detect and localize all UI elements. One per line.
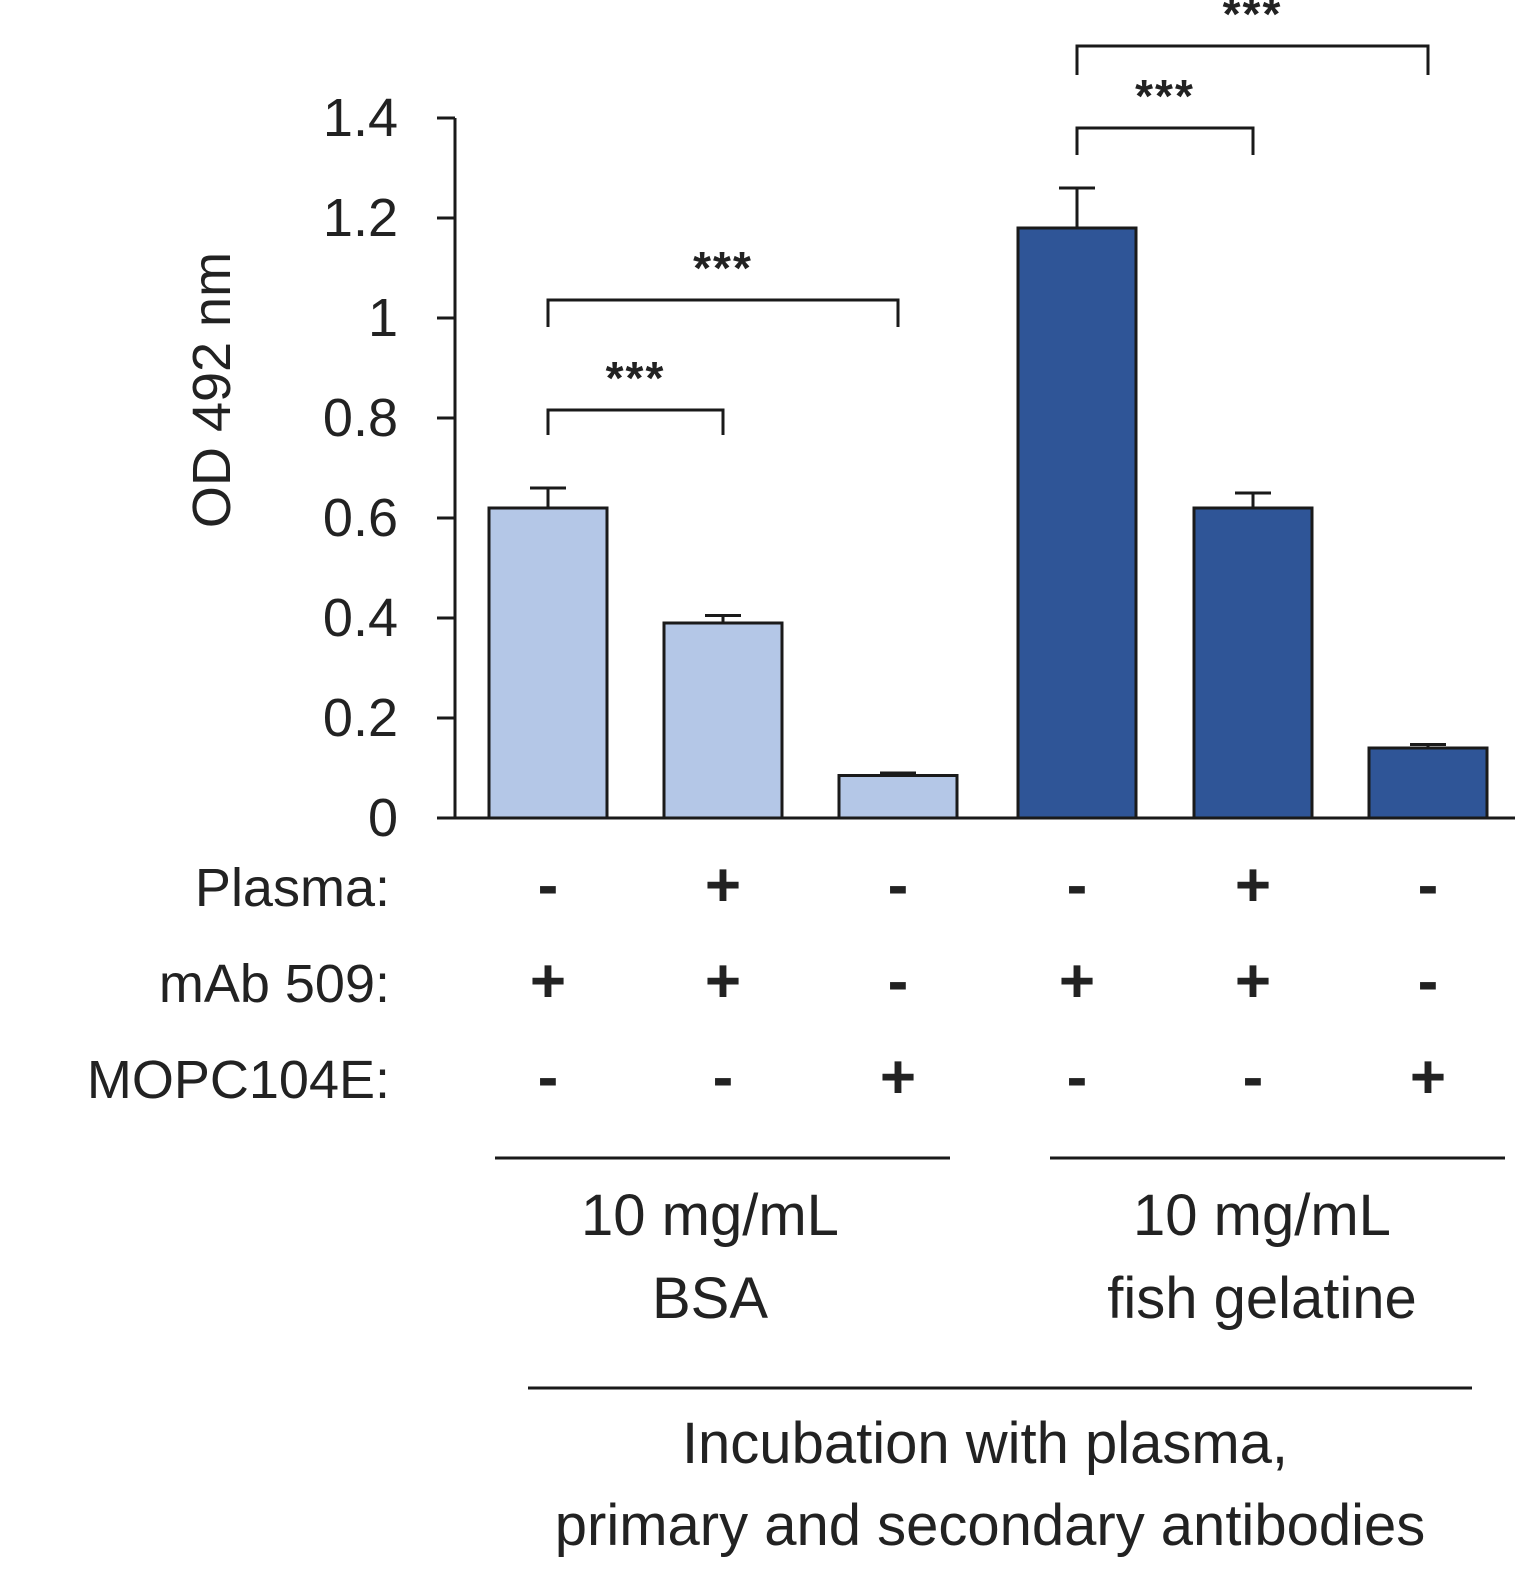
bars — [487, 186, 1489, 820]
significance-bracket — [1075, 126, 1255, 155]
significance-bracket — [1075, 44, 1430, 75]
condition-sign: + — [880, 1043, 916, 1112]
footer-line1: Incubation with plasma, — [682, 1411, 1288, 1476]
group-labels: 10 mg/mL BSA 10 mg/mL fish gelatine — [495, 1156, 1505, 1331]
condition-sign: - — [1243, 1043, 1264, 1112]
significance-brackets: *** *** *** *** — [546, 0, 1430, 435]
condition-sign: - — [1067, 851, 1088, 920]
y-tick-label: 0.4 — [323, 588, 398, 648]
significance-label: *** — [1223, 0, 1283, 40]
group-label-line1: 10 mg/mL — [581, 1183, 839, 1248]
condition-sign: + — [705, 851, 741, 920]
condition-sign: - — [538, 851, 559, 920]
footer: Incubation with plasma, primary and secon… — [528, 1386, 1472, 1558]
condition-label: mAb 509: — [159, 954, 390, 1014]
group-label-line2: fish gelatine — [1107, 1266, 1417, 1331]
group-label-line2: BSA — [652, 1266, 768, 1331]
y-tick-label: 0.2 — [323, 688, 398, 748]
y-tick-label: 1.2 — [323, 188, 398, 248]
condition-sign: - — [1418, 851, 1439, 920]
bar — [487, 506, 609, 820]
condition-sign: - — [713, 1043, 734, 1112]
significance-label: *** — [1135, 70, 1195, 122]
condition-sign: + — [1410, 1043, 1446, 1112]
group-label-line1: 10 mg/mL — [1133, 1183, 1391, 1248]
y-tick-label: 0.6 — [323, 488, 398, 548]
y-tick-label: 1 — [368, 288, 398, 348]
y-tick-label: 1.4 — [323, 88, 398, 148]
y-axis-title: OD 492 nm — [182, 252, 242, 528]
significance-bracket — [546, 408, 725, 435]
condition-sign: + — [1235, 947, 1271, 1016]
condition-label: MOPC104E: — [87, 1050, 390, 1110]
y-tick-label: 0.8 — [323, 388, 398, 448]
significance-label: *** — [693, 242, 753, 294]
footer-line2: primary and secondary antibodies — [555, 1493, 1425, 1558]
axes: 0 0.2 0.4 0.6 0.8 1 1.2 1.4 OD 492 nm — [182, 88, 1515, 848]
bar — [837, 774, 959, 820]
bar — [662, 621, 784, 820]
condition-sign: - — [888, 947, 909, 1016]
condition-label: Plasma: — [195, 858, 390, 918]
bar — [1016, 226, 1138, 820]
condition-sign: - — [1418, 947, 1439, 1016]
condition-sign: - — [888, 851, 909, 920]
significance-bracket — [546, 298, 900, 327]
condition-sign: + — [1059, 947, 1095, 1016]
condition-sign: + — [530, 947, 566, 1016]
bar — [1367, 746, 1489, 820]
condition-sign: - — [538, 1043, 559, 1112]
condition-sign: - — [1067, 1043, 1088, 1112]
bar — [1192, 506, 1314, 820]
condition-table: Plasma: - + - - + - mAb 509: + + - + + - MOPC104E: - - + -… — [87, 851, 1446, 1112]
significance-label: *** — [606, 352, 666, 404]
condition-sign: + — [1235, 851, 1271, 920]
y-tick-label: 0 — [368, 788, 398, 848]
condition-sign: + — [705, 947, 741, 1016]
